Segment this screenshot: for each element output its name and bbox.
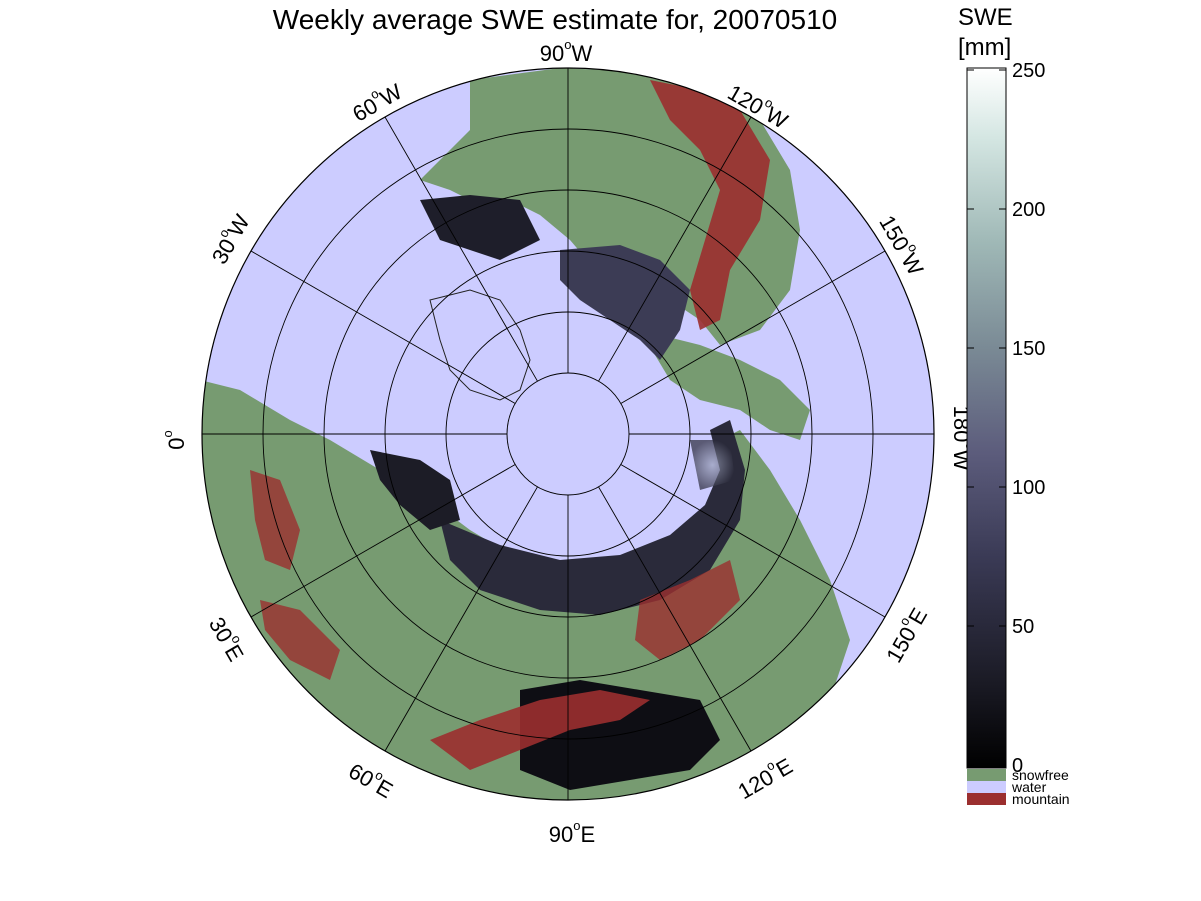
legend-swatch-mountain	[967, 793, 1006, 805]
land-greenland	[429, 289, 531, 401]
map-border	[201, 67, 935, 801]
lon-120e-label: 120oE	[732, 750, 797, 804]
snow-siberia-highlight	[690, 440, 735, 490]
legend-label-mountain: mountain	[1012, 791, 1070, 807]
lon-90e-label: 90oE	[549, 818, 595, 846]
arctic-ocean-center	[508, 374, 628, 494]
map-title: Weekly average SWE estimate for, 2007051…	[272, 4, 838, 35]
colorbar-tick-label: 50	[1012, 616, 1034, 638]
snow-scandinavia	[370, 450, 460, 530]
lon-60e-label: 60oE	[344, 755, 398, 803]
mountain-east-siberia	[635, 560, 740, 660]
legend-swatch-snowfree	[967, 769, 1006, 781]
mountain-alps	[260, 600, 340, 680]
colorbar: SWE [mm] 0 50 100 150 200 250 snowfreewatermo…	[958, 4, 1070, 807]
legend-label-water: water	[1011, 779, 1047, 795]
snow-north-america	[420, 195, 540, 260]
land-alaska	[640, 330, 810, 440]
colorbar-gradient	[966, 67, 1007, 769]
colorbar-tick-label: 100	[1012, 477, 1045, 499]
lon-90w-label: 90oW	[540, 37, 593, 65]
colorbar-title-line1: SWE	[958, 4, 1013, 31]
colorbar-ticks: 0 50 100 150 200 250	[967, 60, 1045, 777]
colorbar-tick-label: 200	[1012, 199, 1045, 221]
legend-swatch-water	[967, 781, 1006, 793]
colorbar-title-line2: [mm]	[958, 34, 1011, 61]
polar-map	[202, 68, 934, 800]
snow-siberia	[440, 420, 745, 615]
colorbar-tick-label: 250	[1012, 60, 1045, 82]
mountain-rockies	[650, 80, 770, 330]
mountain-himalaya	[430, 690, 650, 770]
lon-0-label: 0o	[160, 430, 188, 449]
lon-30e-label: 30oE	[204, 611, 252, 665]
meridian-lines	[202, 68, 934, 800]
colorbar-tick-label: 0	[1012, 755, 1023, 777]
colorbar-tick-label: 150	[1012, 338, 1045, 360]
legend-label-snowfree: snowfree	[1012, 767, 1069, 783]
snow-canada-north	[560, 245, 690, 360]
